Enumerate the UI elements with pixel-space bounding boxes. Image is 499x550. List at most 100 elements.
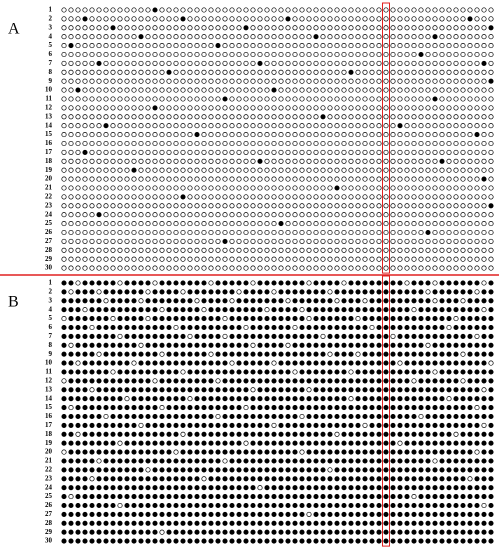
cpg-site xyxy=(432,265,438,271)
cpg-site xyxy=(68,229,74,236)
cpg-site xyxy=(96,140,102,147)
cpg-site xyxy=(222,289,228,295)
cpg-site xyxy=(222,298,228,304)
cpg-site xyxy=(355,298,361,304)
cpg-site xyxy=(257,114,263,120)
cpg-site xyxy=(411,476,417,482)
cpg-site xyxy=(334,316,340,322)
cpg-site xyxy=(82,307,88,313)
cpg-site xyxy=(61,307,67,313)
cpg-site xyxy=(96,221,102,227)
cpg-site xyxy=(131,351,137,357)
cpg-site xyxy=(299,43,305,49)
cpg-site xyxy=(313,520,319,526)
cpg-site xyxy=(292,158,298,164)
cpg-site xyxy=(355,333,361,339)
cpg-site xyxy=(89,351,95,357)
cpg-site xyxy=(481,529,487,535)
cpg-site xyxy=(383,140,389,147)
cpg-site xyxy=(271,51,277,58)
cpg-site xyxy=(82,422,88,428)
cpg-site xyxy=(488,485,494,491)
cpg-site xyxy=(138,494,144,500)
cpg-site xyxy=(131,449,137,455)
cpg-site xyxy=(292,114,298,120)
cpg-site xyxy=(292,105,298,111)
cpg-site xyxy=(369,265,375,271)
cpg-site xyxy=(208,247,214,253)
cpg-site xyxy=(453,34,459,40)
cpg-site xyxy=(173,378,179,384)
cpg-site xyxy=(194,324,200,331)
cpg-site xyxy=(250,298,256,304)
cpg-site xyxy=(320,87,326,93)
cpg-site xyxy=(194,167,200,173)
cpg-site xyxy=(229,194,235,200)
cpg-site xyxy=(306,158,312,164)
cpg-site xyxy=(222,238,228,244)
cpg-site xyxy=(397,422,403,428)
cpg-site xyxy=(341,140,347,147)
cpg-site xyxy=(131,158,137,164)
cpg-site xyxy=(474,123,480,129)
cpg-site xyxy=(432,360,438,366)
cpg-site xyxy=(96,212,102,218)
cpg-site xyxy=(117,333,123,339)
cpg-site xyxy=(166,485,172,491)
cpg-site xyxy=(460,387,466,393)
cpg-site xyxy=(208,494,214,500)
cpg-site xyxy=(348,265,354,271)
cpg-site xyxy=(222,316,228,322)
cpg-site xyxy=(446,43,452,49)
cpg-site xyxy=(313,105,319,111)
cpg-site xyxy=(110,333,116,339)
cpg-site xyxy=(285,360,291,366)
cpg-site xyxy=(460,440,466,446)
cpg-site xyxy=(313,194,319,200)
cpg-site xyxy=(166,185,172,191)
cpg-site xyxy=(320,289,326,295)
cpg-site xyxy=(96,333,102,339)
cpg-site xyxy=(243,212,249,218)
cpg-site xyxy=(474,351,480,357)
cpg-site xyxy=(271,333,277,339)
cpg-site xyxy=(425,280,431,286)
cpg-site xyxy=(61,387,67,393)
cpg-site xyxy=(61,203,67,209)
cpg-site xyxy=(460,485,466,491)
cpg-site xyxy=(411,140,417,147)
cpg-site xyxy=(208,520,214,526)
cpg-site xyxy=(145,280,151,286)
cpg-site xyxy=(425,16,431,22)
cpg-site xyxy=(425,360,431,366)
cpg-site xyxy=(369,229,375,236)
cpg-site xyxy=(208,16,214,22)
row-number: 1 xyxy=(49,6,53,14)
cpg-site xyxy=(460,316,466,322)
cpg-site xyxy=(131,247,137,253)
cpg-site xyxy=(474,167,480,173)
cpg-site xyxy=(159,221,165,227)
cpg-site xyxy=(355,440,361,446)
cpg-site xyxy=(208,114,214,120)
cpg-site xyxy=(481,78,487,84)
cpg-site xyxy=(264,378,270,384)
cpg-site xyxy=(61,485,67,491)
cpg-site xyxy=(117,316,123,322)
cpg-site xyxy=(89,449,95,455)
cpg-site xyxy=(362,229,368,236)
cpg-site xyxy=(138,167,144,173)
cpg-site xyxy=(313,298,319,304)
cpg-site xyxy=(439,494,445,500)
cpg-site xyxy=(348,485,354,491)
cpg-site xyxy=(292,194,298,200)
cpg-site xyxy=(264,132,270,138)
cpg-site xyxy=(222,96,228,102)
cpg-site xyxy=(404,502,410,509)
cpg-site xyxy=(152,247,158,253)
cpg-site xyxy=(376,458,382,464)
cpg-site xyxy=(285,476,291,482)
cpg-site xyxy=(432,60,438,66)
cpg-site xyxy=(82,378,88,384)
cpg-site xyxy=(124,78,130,84)
